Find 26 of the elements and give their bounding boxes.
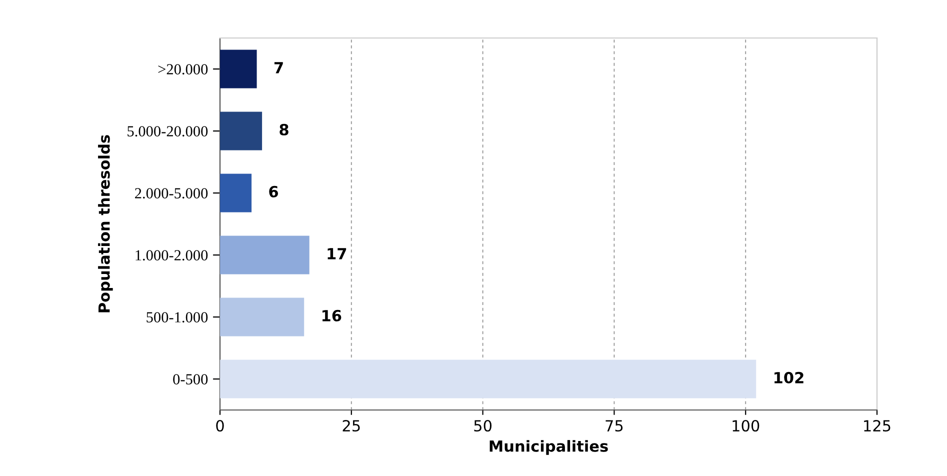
y-tick-label: 2.000-5.000 bbox=[135, 188, 208, 199]
x-tick-label: 100 bbox=[732, 420, 760, 432]
data-label: 6 bbox=[269, 186, 278, 198]
x-tick-label: 75 bbox=[606, 420, 623, 432]
bar bbox=[220, 50, 257, 88]
y-tick-label: 5.000-20.000 bbox=[128, 126, 208, 137]
bar bbox=[220, 174, 252, 212]
x-tick-label: 50 bbox=[474, 420, 492, 432]
bar bbox=[220, 236, 310, 274]
x-tick-label: 125 bbox=[864, 420, 890, 432]
y-tick-label: 0-500 bbox=[173, 374, 208, 384]
bar bbox=[220, 298, 304, 336]
y-tick-label: 500-1.000 bbox=[146, 312, 208, 323]
bar bbox=[220, 360, 756, 398]
data-label: 16 bbox=[322, 310, 342, 322]
data-label: 102 bbox=[774, 372, 804, 384]
x-tick-label: 0 bbox=[216, 420, 224, 432]
y-tick-label: 1.000-2.000 bbox=[136, 250, 208, 261]
data-label: 7 bbox=[274, 62, 283, 74]
y-axis-title: Population thresolds bbox=[98, 135, 113, 312]
x-tick-label: 25 bbox=[342, 420, 360, 432]
data-label: 17 bbox=[328, 248, 346, 260]
x-axis-title: Municipalities bbox=[490, 440, 608, 455]
bar bbox=[220, 112, 262, 150]
y-tick-label: >20.000 bbox=[158, 64, 208, 75]
data-label: 8 bbox=[280, 124, 288, 136]
